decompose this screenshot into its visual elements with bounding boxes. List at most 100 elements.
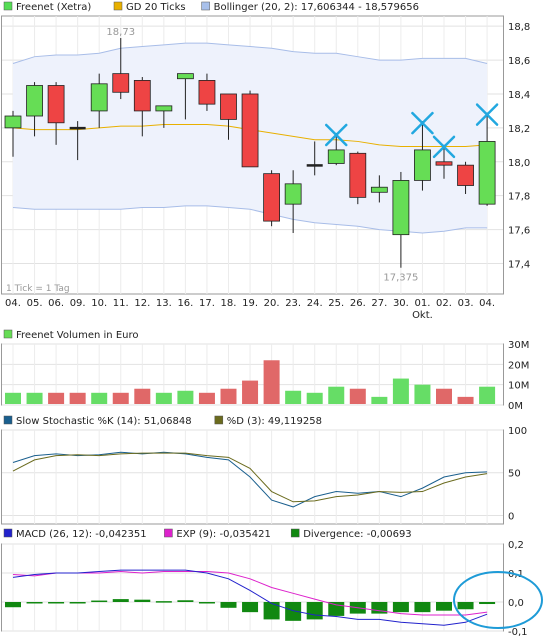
legend-swatch <box>290 528 300 538</box>
divergence-bar <box>285 602 302 621</box>
candle-body <box>198 80 216 105</box>
candle-body <box>370 186 388 193</box>
y-tick-label: 50 <box>508 469 521 480</box>
y-tick-label: 18,0 <box>508 158 530 169</box>
y-tick-label: 0M <box>508 401 523 412</box>
y-tick-label: 30M <box>508 340 529 351</box>
tick-footnote: 1 Tick = 1 Tag <box>6 284 70 294</box>
candle-body <box>69 126 86 130</box>
x-tick-label: 03. <box>458 298 474 309</box>
x-tick-label: 26. <box>350 298 366 309</box>
cross-stroke <box>325 123 348 147</box>
cross-marker <box>325 123 348 147</box>
legend-label: Slow Stochastic %K (14): 51,06848 <box>16 416 192 427</box>
x-tick-label: 13. <box>156 298 172 309</box>
y-tick-label: 0,2 <box>508 540 524 551</box>
volume-bar <box>457 396 474 404</box>
stochastic-line <box>12 452 488 503</box>
x-tick-label: 12. <box>134 298 150 309</box>
legend-label: Freenet (Xetra) <box>16 2 91 13</box>
x-tick-label: 24. <box>307 298 323 309</box>
divergence-bar <box>479 602 496 605</box>
y-tick-label: 17,8 <box>508 192 530 203</box>
volume-bar <box>479 386 496 404</box>
volume-bar <box>134 388 151 404</box>
volume-bar <box>91 392 108 404</box>
volume-bar <box>436 388 452 404</box>
cross-marker <box>432 135 456 159</box>
volume-bar <box>112 392 129 404</box>
candle-body <box>26 85 43 117</box>
candle-body <box>414 149 431 181</box>
candle-body <box>220 93 237 120</box>
bollinger-upper-line <box>12 42 488 64</box>
candle-body <box>176 73 194 80</box>
panel-frame <box>1 429 504 525</box>
legend-swatch <box>3 1 13 11</box>
volume-bar <box>285 390 302 404</box>
y-tick-label: 18,6 <box>508 56 530 67</box>
divergence-bar <box>5 602 21 608</box>
y-tick-label: 17,4 <box>508 259 530 270</box>
candle-body <box>457 164 474 186</box>
divergence-bar <box>220 602 237 608</box>
volume-bar <box>263 360 280 404</box>
legend-swatch <box>164 528 173 538</box>
volume-bar <box>306 392 323 404</box>
divergence-bar <box>155 601 172 603</box>
legend-swatch <box>3 528 13 538</box>
divergence-bar <box>242 602 259 613</box>
volume-bar <box>69 392 86 404</box>
x-tick-label: 06. <box>48 298 64 309</box>
x-tick-label: 10. <box>91 298 107 309</box>
divergence-bar <box>69 602 86 604</box>
candle-body <box>4 115 22 129</box>
divergence-bar <box>328 602 345 616</box>
volume-bar <box>48 392 65 404</box>
x-tick-label: 04. <box>479 298 495 309</box>
legend-label: GD 20 Ticks <box>126 2 186 13</box>
divergence-bar <box>414 602 431 613</box>
x-tick-label: 01. <box>414 298 430 309</box>
x-tick-label: 09. <box>70 298 86 309</box>
volume-bar <box>414 384 431 404</box>
divergence-bar <box>134 599 151 602</box>
cross-stroke <box>475 103 499 126</box>
volume-bar <box>155 392 172 404</box>
divergence-bar <box>48 602 65 604</box>
cross-marker <box>475 103 499 126</box>
volume-bar <box>198 392 215 404</box>
y-tick-label: 100 <box>508 426 527 437</box>
candle-body <box>241 93 259 168</box>
cross-stroke <box>411 111 434 135</box>
highlight-ellipse <box>453 571 543 629</box>
candle-body <box>263 173 281 222</box>
y-tick-label: 0,0 <box>508 598 524 609</box>
divergence-bar <box>436 602 452 611</box>
x-tick-label: 27. <box>371 298 387 309</box>
macd-line <box>12 569 488 626</box>
legend-label: Freenet Volumen in Euro <box>16 330 138 341</box>
x-tick-label: 19. <box>242 298 258 309</box>
divergence-bar <box>263 602 280 620</box>
legend-swatch <box>3 415 13 425</box>
legend-swatch <box>201 1 210 11</box>
candle-body <box>155 105 173 112</box>
y-tick-label: 0 <box>508 511 514 522</box>
x-tick-label: 04. <box>5 298 21 309</box>
candle-body <box>435 161 453 166</box>
exp-line <box>12 571 488 616</box>
volume-bar <box>5 392 21 404</box>
candle-body <box>392 180 410 236</box>
y-tick-label: 20M <box>508 360 529 371</box>
volume-bar <box>392 378 409 404</box>
volume-bar <box>371 396 388 404</box>
divergence-bar <box>177 600 194 602</box>
y-tick-label: -0,1 <box>508 627 528 638</box>
divergence-bar <box>112 599 129 602</box>
candle-body <box>112 73 130 93</box>
divergence-bar <box>306 602 323 620</box>
divergence-bar <box>371 602 388 614</box>
max-label: 18,73 <box>106 27 135 38</box>
